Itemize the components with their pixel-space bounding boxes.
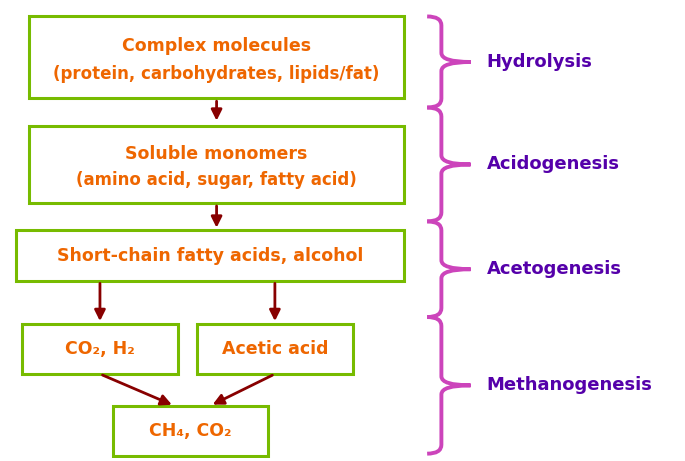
- Text: Methanogenesis: Methanogenesis: [487, 376, 653, 394]
- FancyBboxPatch shape: [197, 324, 353, 374]
- Text: Short-chain fatty acids, alcohol: Short-chain fatty acids, alcohol: [57, 247, 363, 265]
- FancyBboxPatch shape: [29, 17, 404, 98]
- FancyBboxPatch shape: [113, 406, 269, 456]
- Text: CO₂, H₂: CO₂, H₂: [65, 340, 135, 358]
- FancyBboxPatch shape: [29, 126, 404, 203]
- Text: Acetic acid: Acetic acid: [222, 340, 328, 358]
- Text: (amino acid, sugar, fatty acid): (amino acid, sugar, fatty acid): [76, 171, 357, 189]
- Text: Complex molecules: Complex molecules: [122, 37, 311, 55]
- Text: CH₄, CO₂: CH₄, CO₂: [149, 422, 232, 440]
- Text: Hydrolysis: Hydrolysis: [487, 53, 593, 71]
- FancyBboxPatch shape: [16, 230, 404, 281]
- FancyBboxPatch shape: [22, 324, 177, 374]
- Text: (protein, carbohydrates, lipids/fat): (protein, carbohydrates, lipids/fat): [53, 65, 379, 83]
- Text: Acidogenesis: Acidogenesis: [487, 155, 620, 173]
- Text: Acetogenesis: Acetogenesis: [487, 260, 622, 278]
- Text: Soluble monomers: Soluble monomers: [125, 145, 308, 163]
